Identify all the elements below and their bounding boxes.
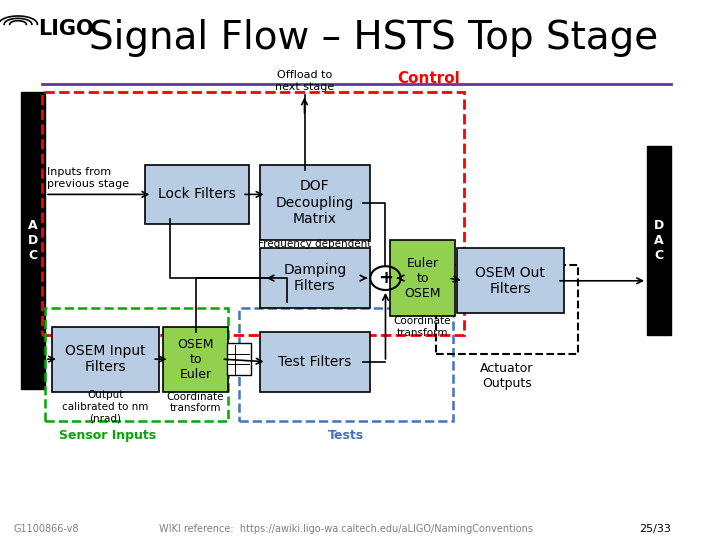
Text: Inputs from
previous stage: Inputs from previous stage — [47, 167, 129, 189]
Text: Signal Flow – HSTS Top Stage: Signal Flow – HSTS Top Stage — [89, 19, 658, 57]
Text: OSEM Input
Filters: OSEM Input Filters — [66, 344, 146, 374]
Text: OSEM
to
Euler: OSEM to Euler — [177, 338, 214, 381]
Text: WIKI reference:  https://awiki.ligo-wa.caltech.edu/aLIGO/NamingConventions: WIKI reference: https://awiki.ligo-wa.ca… — [159, 523, 533, 534]
Text: Control: Control — [397, 71, 460, 86]
Text: 25/33: 25/33 — [639, 523, 671, 534]
Text: Output
calibrated to nm
(nrad): Output calibrated to nm (nrad) — [63, 390, 149, 423]
Text: D
A
C: D A C — [654, 219, 665, 262]
Text: Frequency dependent: Frequency dependent — [258, 239, 372, 249]
FancyBboxPatch shape — [227, 343, 251, 375]
Text: Tests: Tests — [328, 429, 364, 442]
Text: Sensor Inputs: Sensor Inputs — [59, 429, 156, 442]
FancyBboxPatch shape — [456, 248, 564, 313]
Text: G1100866-v8: G1100866-v8 — [14, 523, 79, 534]
Text: OSEM Out
Filters: OSEM Out Filters — [475, 266, 545, 296]
FancyBboxPatch shape — [52, 327, 159, 392]
Text: A
D
C: A D C — [28, 219, 38, 262]
Text: Euler
to
OSEM: Euler to OSEM — [404, 256, 441, 300]
Text: Lock Filters: Lock Filters — [158, 187, 236, 201]
Text: Test Filters: Test Filters — [278, 355, 351, 369]
Text: DOF
Decoupling
Matrix: DOF Decoupling Matrix — [276, 179, 354, 226]
FancyBboxPatch shape — [259, 248, 370, 308]
FancyBboxPatch shape — [21, 92, 45, 389]
FancyBboxPatch shape — [163, 327, 228, 392]
FancyBboxPatch shape — [390, 240, 455, 316]
FancyBboxPatch shape — [259, 165, 370, 240]
Text: Coordinate
transform: Coordinate transform — [394, 316, 451, 338]
Text: Damping
Filters: Damping Filters — [283, 263, 346, 293]
Text: Actuator
Outputs: Actuator Outputs — [480, 362, 534, 390]
Text: Offload to
next stage: Offload to next stage — [275, 70, 334, 92]
Text: LIGO: LIGO — [38, 19, 94, 39]
FancyBboxPatch shape — [259, 332, 370, 392]
FancyBboxPatch shape — [647, 146, 671, 335]
Text: Coordinate
transform: Coordinate transform — [167, 392, 224, 413]
Text: +: + — [378, 269, 393, 287]
FancyBboxPatch shape — [145, 165, 249, 224]
